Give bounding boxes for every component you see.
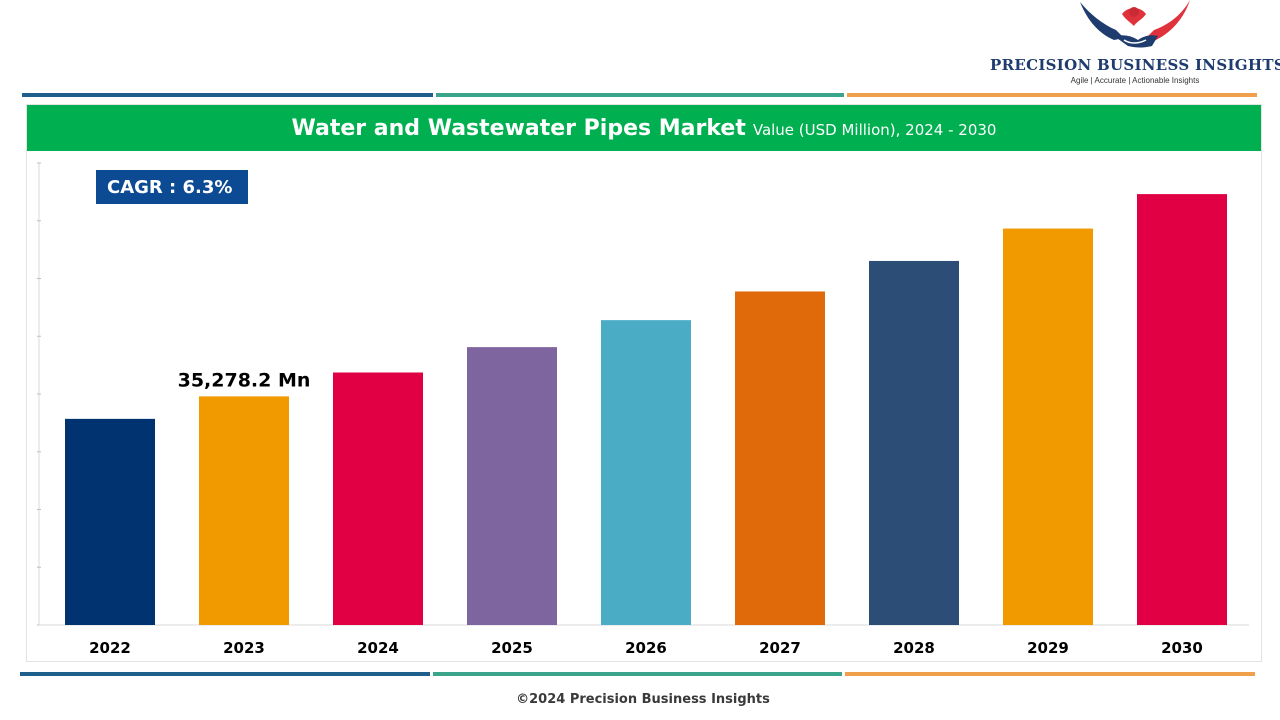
bottom-stripe-green	[433, 672, 842, 676]
chart-title-bar: Water and Wastewater Pipes Market Value …	[27, 105, 1261, 151]
brand-tagline: Agile | Accurate | Actionable Insights	[1070, 76, 1200, 85]
bottom-stripe-blue	[20, 672, 430, 676]
bar-2027	[735, 291, 825, 625]
data-label-2023: 35,278.2 Mn	[178, 369, 311, 391]
brand-logo: PRECISION BUSINESS INSIGHTS Agile | Accu…	[990, 0, 1280, 92]
x-tick-label-2023: 2023	[223, 639, 265, 657]
bar-chart: 2022 2023 2024 2025 2026 2027 2028 2029 2030 35,2…	[37, 162, 1249, 657]
top-stripe-green	[436, 93, 844, 97]
bar-2029	[1003, 228, 1093, 625]
bar-2026	[601, 320, 691, 625]
bar-2023	[199, 396, 289, 625]
x-tick-label-2025: 2025	[491, 639, 533, 657]
x-tick-label-2027: 2027	[759, 639, 801, 657]
bar-2025	[467, 347, 557, 625]
x-tick-label-2022: 2022	[89, 639, 131, 657]
x-tick-label-2030: 2030	[1161, 639, 1203, 657]
top-stripe-blue	[22, 93, 433, 97]
x-tick-label-2026: 2026	[625, 639, 667, 657]
cagr-badge: CAGR : 6.3%	[96, 170, 248, 204]
copyright-text: ©2024 Precision Business Insights	[516, 692, 770, 707]
x-tick-label-2028: 2028	[893, 639, 935, 657]
bar-2024	[333, 372, 423, 625]
chart-subtitle: Value (USD Million), 2024 - 2030	[752, 121, 997, 139]
top-stripe-orange	[847, 93, 1257, 97]
bottom-stripe-orange	[845, 672, 1255, 676]
eagle-handshake-icon	[1080, 0, 1190, 48]
chart-panel: Water and Wastewater Pipes Market Value …	[26, 104, 1262, 662]
bar-2028	[869, 260, 959, 625]
brand-name: PRECISION BUSINESS INSIGHTS	[990, 56, 1280, 74]
x-tick-label-2024: 2024	[357, 639, 399, 657]
bar-2030	[1137, 194, 1227, 625]
x-tick-label-2029: 2029	[1027, 639, 1069, 657]
bar-2022	[65, 418, 155, 625]
chart-title: Water and Wastewater Pipes Market	[291, 115, 746, 141]
